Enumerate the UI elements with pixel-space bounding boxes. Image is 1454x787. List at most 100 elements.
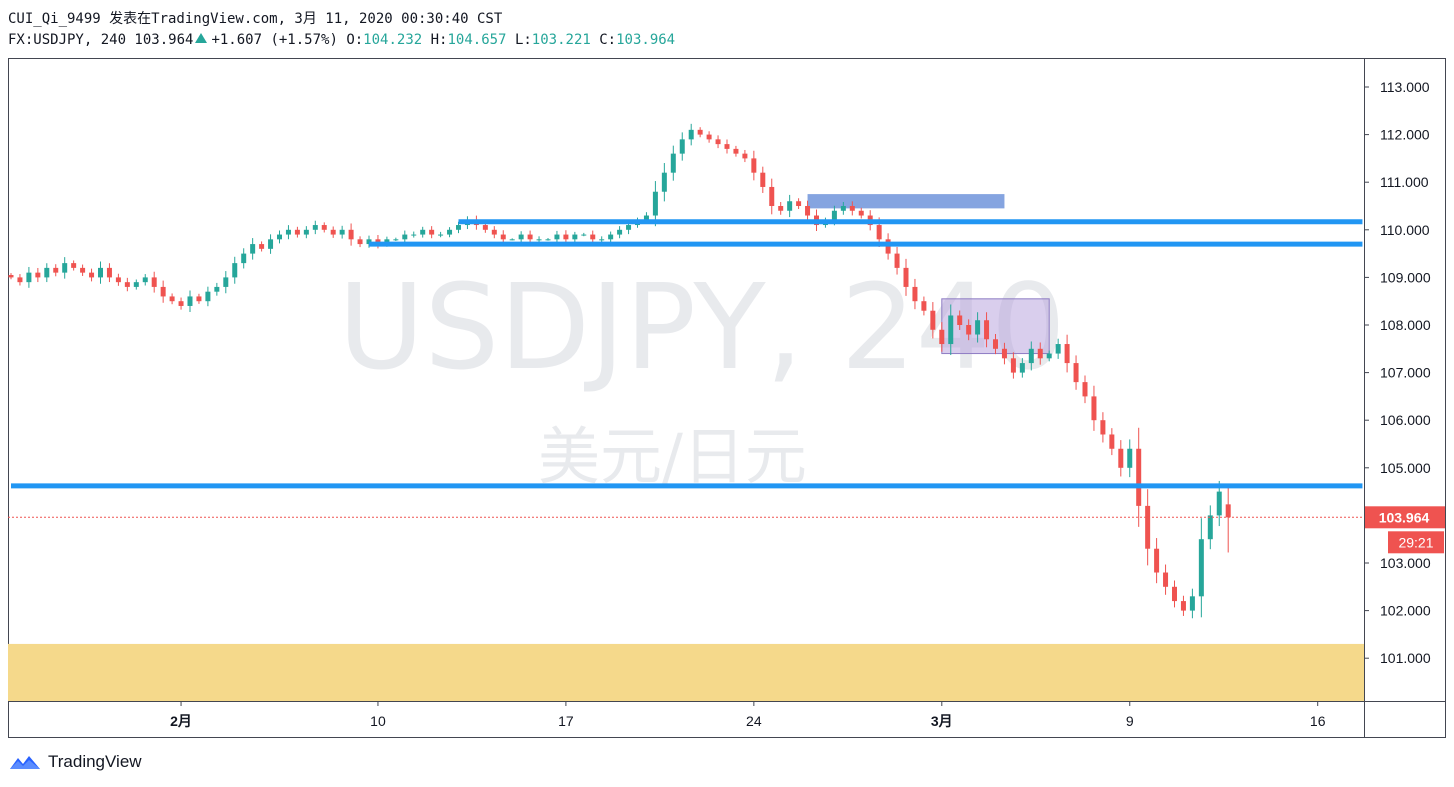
candle-body[interactable] — [626, 225, 632, 230]
candle-body[interactable] — [715, 139, 721, 145]
candle-body[interactable] — [1145, 505, 1151, 549]
candle-body[interactable] — [44, 267, 50, 278]
candle-body[interactable] — [581, 234, 587, 236]
candle-body[interactable] — [500, 234, 506, 240]
candle-body[interactable] — [285, 229, 291, 235]
candle-body[interactable] — [1055, 344, 1061, 354]
candle-body[interactable] — [608, 234, 614, 240]
candle-body[interactable] — [1091, 396, 1097, 421]
candle-body[interactable] — [115, 277, 121, 283]
candle-body[interactable] — [948, 315, 954, 345]
candle-body[interactable] — [590, 234, 596, 240]
candle-body[interactable] — [330, 229, 336, 235]
candle-body[interactable] — [858, 210, 864, 216]
candle-body[interactable] — [1028, 348, 1034, 364]
candle-body[interactable] — [688, 129, 694, 140]
candle-body[interactable] — [518, 234, 524, 240]
candle-body[interactable] — [420, 229, 426, 235]
candle-body[interactable] — [796, 201, 802, 206]
candle-body[interactable] — [1118, 448, 1124, 468]
candle-body[interactable] — [912, 286, 918, 302]
candle-body[interactable] — [268, 239, 274, 249]
candle-body[interactable] — [491, 229, 497, 235]
candle-body[interactable] — [80, 267, 86, 273]
candle-body[interactable] — [1109, 434, 1115, 449]
candle-body[interactable] — [527, 234, 533, 240]
candle-body[interactable] — [599, 239, 605, 241]
candle-body[interactable] — [71, 263, 77, 268]
candle-body[interactable] — [993, 339, 998, 349]
candle-body[interactable] — [831, 210, 837, 221]
candle-body[interactable] — [35, 272, 41, 278]
candle-body[interactable] — [751, 158, 757, 173]
candle-body[interactable] — [894, 253, 900, 268]
candle-body[interactable] — [8, 275, 14, 278]
candle-body[interactable] — [1046, 353, 1052, 359]
candle-body[interactable] — [697, 129, 703, 135]
candle-body[interactable] — [187, 296, 193, 306]
candle-body[interactable] — [259, 244, 265, 249]
price-chart[interactable]: USDJPY, 240 美元/日元 113.000 112.000 111.000 1… — [8, 58, 1446, 738]
candle-body[interactable] — [1163, 572, 1169, 587]
candle-body[interactable] — [1082, 382, 1088, 397]
candle-body[interactable] — [536, 239, 542, 241]
candle-body[interactable] — [545, 239, 551, 241]
candle-body[interactable] — [840, 206, 846, 211]
candle-body[interactable] — [357, 239, 363, 245]
candle-body[interactable] — [975, 320, 981, 335]
candle-body[interactable] — [321, 225, 327, 230]
candle-body[interactable] — [1225, 504, 1231, 518]
candle-body[interactable] — [706, 134, 712, 140]
candle-body[interactable] — [26, 272, 32, 283]
candle-body[interactable] — [277, 234, 282, 240]
candle-body[interactable] — [724, 144, 730, 149]
candle-body[interactable] — [178, 301, 184, 306]
candle-body[interactable] — [957, 315, 963, 325]
candle-body[interactable] — [939, 329, 945, 345]
candle-body[interactable] — [1127, 448, 1133, 468]
candle-body[interactable] — [652, 191, 658, 216]
candle-body[interactable] — [133, 282, 139, 287]
candle-body[interactable] — [429, 229, 435, 235]
candle-body[interactable] — [769, 186, 775, 206]
candle-body[interactable] — [930, 310, 936, 330]
candle-body[interactable] — [232, 263, 238, 278]
candle-body[interactable] — [196, 296, 202, 302]
candle-body[interactable] — [1172, 586, 1177, 602]
candle-body[interactable] — [142, 277, 148, 283]
candle-body[interactable] — [1154, 548, 1160, 573]
candle-body[interactable] — [456, 225, 461, 230]
candle-body[interactable] — [805, 206, 811, 216]
candle-body[interactable] — [643, 215, 649, 221]
candle-body[interactable] — [89, 272, 95, 278]
candle-body[interactable] — [98, 267, 103, 278]
candle-body[interactable] — [1019, 363, 1025, 373]
candle-body[interactable] — [563, 234, 569, 240]
candle-body[interactable] — [17, 277, 23, 283]
candle-body[interactable] — [214, 286, 220, 292]
candle-body[interactable] — [393, 239, 399, 241]
candle-body[interactable] — [849, 206, 855, 211]
candle-body[interactable] — [1010, 358, 1016, 373]
candle-body[interactable] — [679, 139, 685, 154]
candle-body[interactable] — [921, 301, 927, 311]
candle-body[interactable] — [402, 234, 408, 240]
candle-body[interactable] — [294, 229, 300, 235]
candle-body[interactable] — [1198, 539, 1204, 597]
candle-body[interactable] — [670, 153, 676, 173]
candle-body[interactable] — [312, 225, 318, 230]
candle-body[interactable] — [1180, 601, 1186, 611]
candle-body[interactable] — [1136, 448, 1142, 506]
candle-body[interactable] — [205, 291, 211, 302]
candle-body[interactable] — [1216, 491, 1222, 516]
candle-body[interactable] — [876, 225, 882, 240]
candle-body[interactable] — [1100, 420, 1106, 435]
candle-body[interactable] — [661, 172, 667, 192]
candle-body[interactable] — [124, 282, 130, 287]
candle-body[interactable] — [572, 234, 578, 240]
candle-body[interactable] — [554, 234, 560, 240]
candle-body[interactable] — [223, 277, 229, 287]
candle-body[interactable] — [438, 234, 444, 236]
candle-body[interactable] — [303, 229, 309, 235]
candle-body[interactable] — [241, 253, 247, 264]
